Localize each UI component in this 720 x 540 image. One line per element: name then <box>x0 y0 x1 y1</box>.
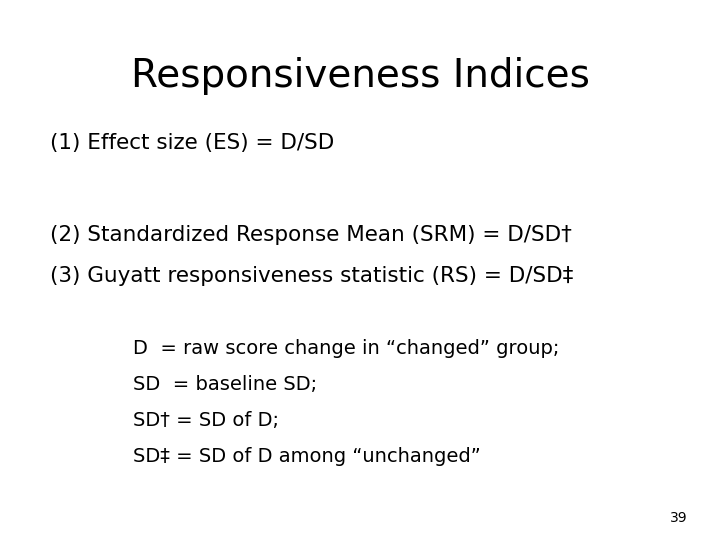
Text: SD  = baseline SD;: SD = baseline SD; <box>133 375 318 394</box>
Text: SD‡ = SD of D among “unchanged”: SD‡ = SD of D among “unchanged” <box>133 447 481 467</box>
Text: D  = raw score change in “changed” group;: D = raw score change in “changed” group; <box>133 339 559 358</box>
Text: Responsiveness Indices: Responsiveness Indices <box>130 57 590 94</box>
Text: SD† = SD of D;: SD† = SD of D; <box>133 411 279 430</box>
Text: (1) Effect size (ES) = D/SD: (1) Effect size (ES) = D/SD <box>50 133 335 153</box>
Text: 39: 39 <box>670 511 688 525</box>
Text: (2) Standardized Response Mean (SRM) = D/SD†: (2) Standardized Response Mean (SRM) = D… <box>50 225 572 245</box>
Text: (3) Guyatt responsiveness statistic (RS) = D/SD‡: (3) Guyatt responsiveness statistic (RS)… <box>50 266 574 287</box>
